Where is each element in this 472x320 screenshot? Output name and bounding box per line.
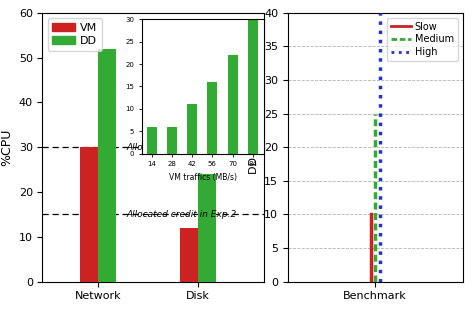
Legend: VM, DD: VM, DD <box>48 18 102 51</box>
Bar <box>180 228 198 282</box>
Bar <box>98 49 116 282</box>
Bar <box>198 174 216 282</box>
Text: Allocated credit in Exp.1: Allocated credit in Exp.1 <box>127 143 237 152</box>
Bar <box>80 147 98 282</box>
Bar <box>147 127 157 154</box>
Y-axis label: DD %CPU: DD %CPU <box>249 120 259 174</box>
Bar <box>167 127 177 154</box>
Bar <box>248 19 258 154</box>
Legend: Slow, Medium, High: Slow, Medium, High <box>388 18 458 61</box>
Bar <box>228 55 237 154</box>
Y-axis label: %CPU: %CPU <box>0 129 13 166</box>
Bar <box>187 104 197 154</box>
Text: Allocated credit in Exp.2: Allocated credit in Exp.2 <box>127 210 237 219</box>
Bar <box>207 82 218 154</box>
X-axis label: VM traffics (MB/s): VM traffics (MB/s) <box>169 173 237 182</box>
